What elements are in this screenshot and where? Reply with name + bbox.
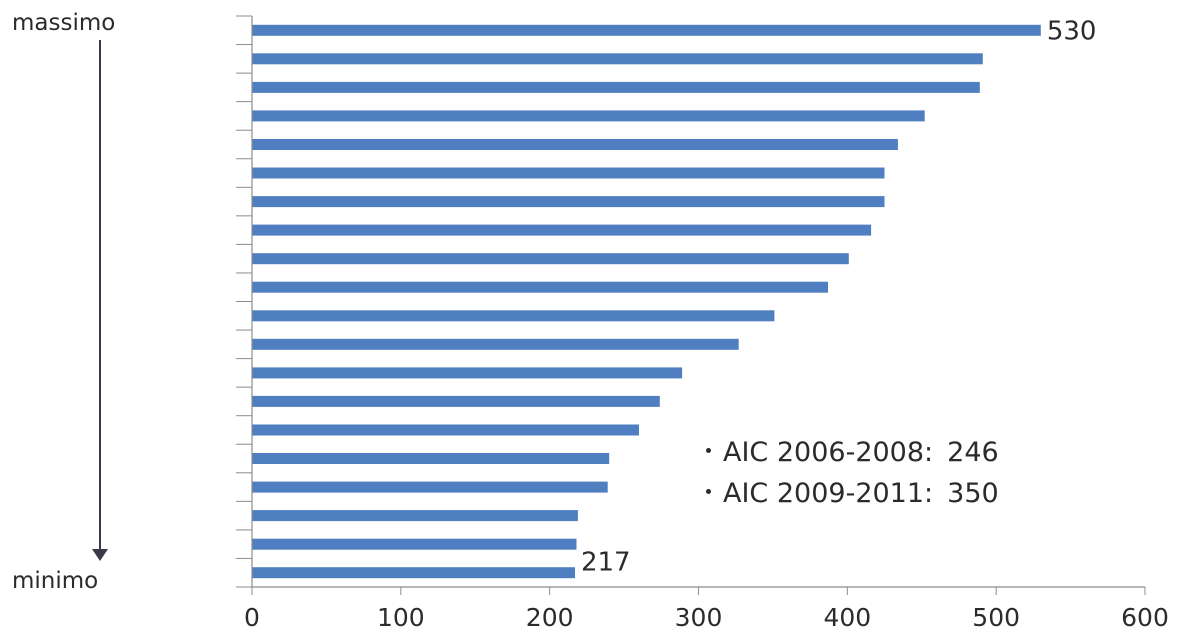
bar — [252, 481, 608, 493]
min-label: minimo — [12, 568, 99, 594]
bar — [252, 338, 739, 350]
x-tick-label: 400 — [823, 603, 871, 630]
bullet-icon — [706, 489, 711, 494]
bar — [252, 395, 660, 407]
x-tick-label: 600 — [1121, 603, 1169, 630]
bar — [252, 510, 578, 522]
bar — [252, 367, 683, 379]
aic-note-1-value: 246 — [947, 437, 999, 468]
bar — [252, 567, 575, 579]
aic-note-2-label: AIC 2009-2011: — [723, 478, 934, 509]
bar — [252, 53, 983, 65]
bar — [252, 310, 775, 322]
bar — [252, 453, 610, 464]
x-tick-label: 100 — [377, 603, 425, 630]
bar — [252, 253, 849, 265]
x-tick-label: 500 — [972, 603, 1020, 630]
bar — [252, 24, 1041, 36]
data-label: 530 — [1047, 16, 1097, 46]
data-label: 217 — [581, 548, 631, 578]
x-tick-label: 200 — [526, 603, 574, 630]
bar — [252, 538, 577, 550]
bar — [252, 196, 885, 208]
aic-note-1: AIC 2006-2008: 246 — [706, 437, 999, 468]
bar — [252, 110, 925, 122]
aic-note-1-label: AIC 2006-2008: — [723, 437, 934, 468]
bar — [252, 167, 885, 179]
x-tick-label: 0 — [244, 603, 260, 630]
arrow-down-icon — [92, 549, 108, 561]
bar — [252, 224, 872, 236]
aic-note-2: AIC 2009-2011: 350 — [706, 478, 999, 509]
bullet-icon — [706, 448, 711, 453]
max-label: massimo — [12, 10, 116, 36]
bar — [252, 81, 980, 93]
bar — [252, 424, 639, 436]
bar — [252, 139, 898, 150]
aic-note-2-value: 350 — [947, 478, 999, 509]
bar — [252, 281, 828, 293]
x-tick-label: 300 — [675, 603, 723, 630]
